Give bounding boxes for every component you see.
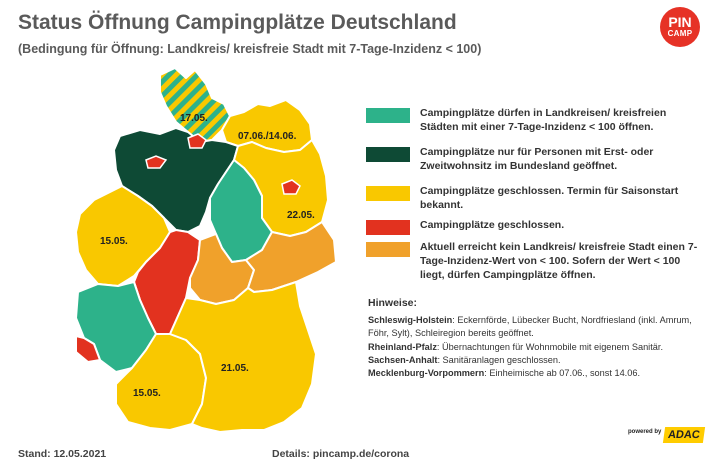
map-label-nrw: 15.05. — [100, 236, 128, 247]
legend-swatch — [366, 147, 410, 162]
map-label-bw: 15.05. — [133, 388, 161, 399]
city-bremen[interactable] — [145, 155, 168, 169]
map-label-by: 21.05. — [221, 363, 249, 374]
state-saarland[interactable] — [75, 335, 101, 363]
note-text: : Übernachtungen für Wohnmobile mit eige… — [436, 341, 663, 352]
legend-swatch — [366, 220, 410, 235]
note-text: : Einheimische ab 07.06., sonst 14.06. — [484, 368, 641, 379]
legend-item-orange: Aktuell erreicht kein Landkreis/ kreisfr… — [366, 240, 705, 282]
legend-text: Campingplätze geschlossen. — [420, 219, 565, 231]
note-item: Rheinland-Pfalz: Übernachtungen für Wohn… — [368, 341, 703, 354]
legend-swatch — [366, 242, 410, 257]
map-label-mv: 07.06./14.06. — [238, 131, 297, 142]
legend-swatch — [366, 186, 410, 201]
legend-swatch — [366, 108, 410, 123]
footer-details-link[interactable]: Details: pincamp.de/corona — [272, 448, 410, 460]
city-berlin[interactable] — [281, 179, 301, 195]
powered-by-text: powered by — [628, 429, 662, 435]
legend-item-dark-green: Campingplätze nur für Personen mit Erst-… — [366, 145, 705, 173]
city-hamburg[interactable] — [187, 133, 207, 149]
pincamp-logo[interactable]: PIN CAMP — [660, 7, 700, 47]
notes-heading: Hinweise: — [368, 297, 418, 309]
note-text: : Sanitäranlagen geschlossen. — [437, 354, 561, 365]
note-region: Schleswig-Holstein — [368, 315, 453, 326]
logo-line-1: PIN — [668, 14, 692, 30]
page-subtitle: (Bedingung für Öffnung: Landkreis/ kreis… — [18, 42, 482, 56]
legend-item-yellow: Campingplätze geschlossen. Termin für Sa… — [366, 184, 705, 212]
map-label-bb: 22.05. — [287, 210, 315, 221]
note-item: Mecklenburg-Vorpommern: Einheimische ab … — [368, 367, 703, 380]
note-text: : Eckernförde, Lübecker Bucht, Nordfries… — [368, 315, 692, 339]
legend-text: Aktuell erreicht kein Landkreis/ kreisfr… — [420, 241, 698, 281]
note-region: Rheinland-Pfalz — [368, 341, 437, 352]
legend-text: Campingplätze nur für Personen mit Erst-… — [420, 146, 654, 172]
note-item: Sachsen-Anhalt: Sanitäranlagen geschloss… — [368, 354, 703, 367]
logo-line-2: CAMP — [667, 29, 693, 38]
note-region: Sachsen-Anhalt — [368, 354, 438, 365]
notes-section: Hinweise: Schleswig-Holstein: Eckernförd… — [368, 297, 703, 380]
legend-item-red: Campingplätze geschlossen. — [366, 218, 705, 235]
legend-text: Campingplätze dürfen in Landkreisen/ kre… — [420, 107, 667, 133]
note-item: Schleswig-Holstein: Eckernförde, Lübecke… — [368, 314, 703, 340]
note-region: Mecklenburg-Vorpommern — [368, 368, 485, 379]
page-title: Status Öffnung Campingplätze Deutschland — [18, 11, 457, 34]
map-label-sh: 17.05. — [180, 113, 208, 124]
legend-text: Campingplätze geschlossen. Termin für Sa… — [420, 185, 679, 211]
adac-logo: ADAC — [662, 427, 705, 443]
state-bayern[interactable] — [169, 281, 317, 433]
legend-item-light-green: Campingplätze dürfen in Landkreisen/ kre… — [366, 106, 705, 134]
footer-stand: Stand: 12.05.2021 — [18, 448, 107, 460]
